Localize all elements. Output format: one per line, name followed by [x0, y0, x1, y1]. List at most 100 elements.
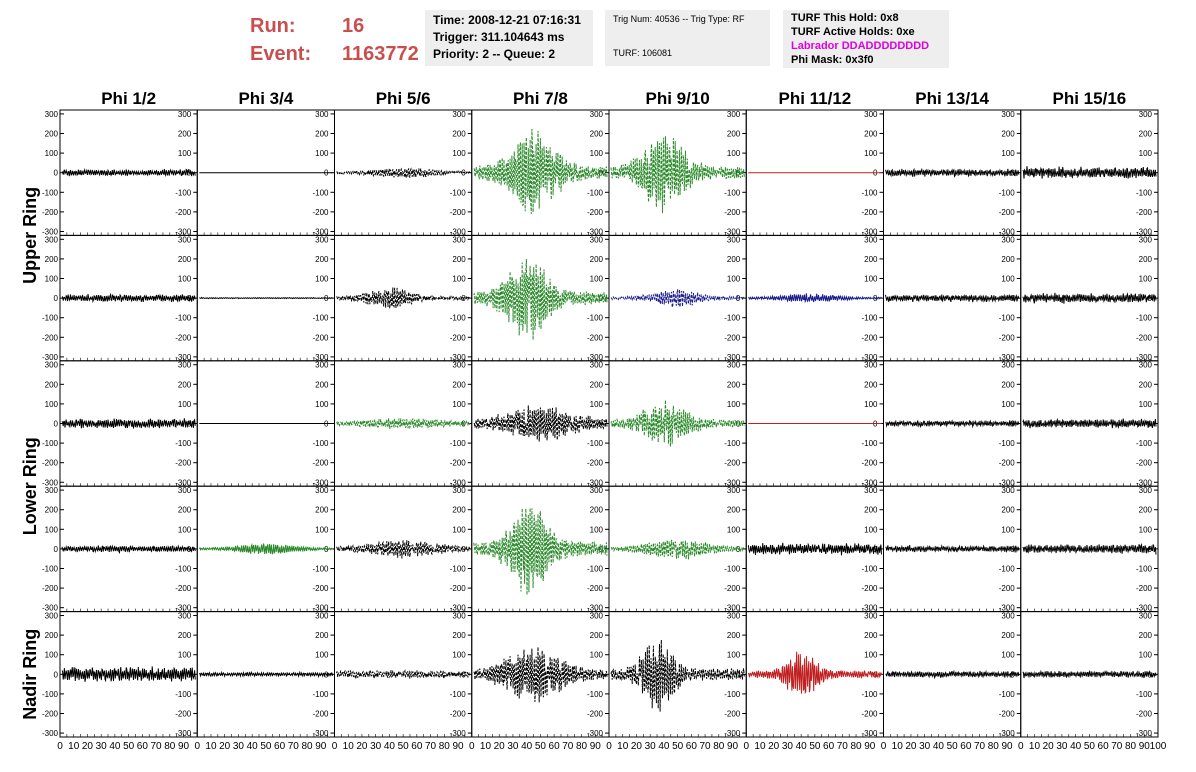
waveform-trace-r5-c7	[885, 669, 1020, 680]
y-tick-label: 100	[315, 149, 329, 158]
trig-num-line: Trig Num: 40536 -- Trig Type: RF	[613, 14, 745, 24]
y-tick-label: -300	[1136, 478, 1153, 487]
y-tick-label: -200	[42, 709, 59, 718]
y-tick-label: -200	[724, 584, 741, 593]
y-tick-label: -300	[42, 478, 59, 487]
y-tick-label: -100	[861, 439, 878, 448]
y-tick-label: -300	[450, 604, 467, 613]
x-tick-label: 0	[881, 741, 887, 752]
y-tick-label: -100	[587, 690, 604, 699]
x-tick-label: 90	[864, 741, 876, 752]
x-tick-label: 90	[315, 741, 327, 752]
x-tick-label: 80	[988, 741, 1000, 752]
x-tick-label: 50	[535, 741, 547, 752]
y-tick-label: -300	[724, 729, 741, 738]
y-tick-label: 200	[178, 506, 192, 515]
y-tick-label: 100	[727, 525, 741, 534]
y-tick-label: -300	[999, 353, 1016, 362]
x-tick-label: 40	[1070, 741, 1082, 752]
x-tick-label: 10	[617, 741, 629, 752]
y-tick-label: -300	[42, 604, 59, 613]
y-tick-label: -200	[175, 584, 192, 593]
y-tick-label: 100	[864, 400, 878, 409]
y-tick-label: 300	[1001, 110, 1015, 119]
waveform-trace-r1-c1	[61, 168, 196, 178]
time-line: Time: 2008-12-21 07:16:31	[433, 13, 581, 27]
y-tick-label: 200	[452, 380, 466, 389]
turf-hold-line: TURF This Hold: 0x8	[791, 12, 899, 24]
y-tick-label: -200	[42, 333, 59, 342]
y-tick-label: 200	[590, 506, 604, 515]
y-tick-label: 200	[178, 255, 192, 264]
y-tick-label: -100	[42, 188, 59, 197]
y-tick-label: 100	[727, 275, 741, 284]
x-tick-label: 50	[398, 741, 410, 752]
x-tick-label: 20	[631, 741, 643, 752]
waveform-trace-r1-c3	[336, 167, 471, 180]
y-tick-label: 100	[1139, 525, 1153, 534]
y-tick-label: 300	[1001, 486, 1015, 495]
x-tick-label: 30	[370, 741, 382, 752]
y-tick-label: -200	[999, 333, 1016, 342]
y-tick-label: -200	[175, 333, 192, 342]
y-tick-label: -200	[587, 459, 604, 468]
y-tick-label: -200	[587, 709, 604, 718]
y-tick-label: 100	[178, 400, 192, 409]
waveform-trace-r5-c5	[610, 639, 745, 712]
y-tick-label: 200	[1139, 380, 1153, 389]
y-tick-label: -100	[587, 564, 604, 573]
waveform-trace-r3-c5	[610, 400, 745, 447]
y-tick-label: -300	[312, 604, 329, 613]
column-title-8: Phi 15/16	[1053, 89, 1127, 108]
y-tick-label: -200	[175, 459, 192, 468]
column-title-3: Phi 5/6	[376, 89, 431, 108]
y-tick-label: -300	[450, 478, 467, 487]
y-tick-label: 200	[315, 506, 329, 515]
y-tick-label: -100	[312, 564, 329, 573]
y-tick-label: -300	[175, 227, 192, 236]
y-tick-label: -100	[1136, 188, 1153, 197]
y-tick-label: -100	[999, 439, 1016, 448]
x-tick-label: 0	[332, 741, 338, 752]
waveform-trace-r3-c1	[61, 418, 196, 430]
y-tick-label: -300	[450, 729, 467, 738]
y-tick-label: -200	[999, 208, 1016, 217]
trig-panel: Trig Num: 40536 -- Trig Type: RF TURF: 1…	[605, 10, 770, 66]
y-tick-label: -100	[587, 439, 604, 448]
column-title-4: Phi 7/8	[513, 89, 568, 108]
y-tick-label: 100	[590, 525, 604, 534]
y-tick-label: -300	[42, 227, 59, 236]
y-tick-label: 100	[727, 400, 741, 409]
y-tick-label: 200	[590, 255, 604, 264]
y-tick-label: -200	[42, 584, 59, 593]
x-tick-label: 20	[905, 741, 917, 752]
y-tick-label: 300	[1139, 235, 1153, 244]
x-tick-label: 40	[521, 741, 533, 752]
y-tick-label: -300	[587, 604, 604, 613]
y-tick-label: 200	[590, 130, 604, 139]
y-tick-label: -100	[42, 564, 59, 573]
waveform-trace-r2-c5	[610, 289, 745, 308]
x-tick-label: 30	[233, 741, 245, 752]
y-tick-label: 200	[452, 506, 466, 515]
y-tick-label: 200	[45, 380, 59, 389]
y-tick-label: 100	[590, 149, 604, 158]
x-tick-label: 70	[425, 741, 437, 752]
y-tick-label: 200	[590, 380, 604, 389]
y-tick-label: 100	[1139, 149, 1153, 158]
waveform-trace-r1-c8	[1022, 166, 1157, 179]
y-tick-label: 200	[178, 380, 192, 389]
y-tick-label: -100	[450, 314, 467, 323]
x-tick-label: 90	[178, 741, 190, 752]
x-tick-label: 30	[645, 741, 657, 752]
y-tick-label: -200	[1136, 333, 1153, 342]
x-tick-label: 30	[507, 741, 519, 752]
x-tick-label: 10	[754, 741, 766, 752]
run-event-box: Run: 16 Event: 1163772	[250, 12, 419, 68]
y-tick-label: 100	[452, 400, 466, 409]
x-tick-label: 0	[743, 741, 749, 752]
y-tick-label: 100	[1001, 149, 1015, 158]
y-tick-label: -300	[724, 478, 741, 487]
y-tick-label: 300	[1139, 361, 1153, 370]
